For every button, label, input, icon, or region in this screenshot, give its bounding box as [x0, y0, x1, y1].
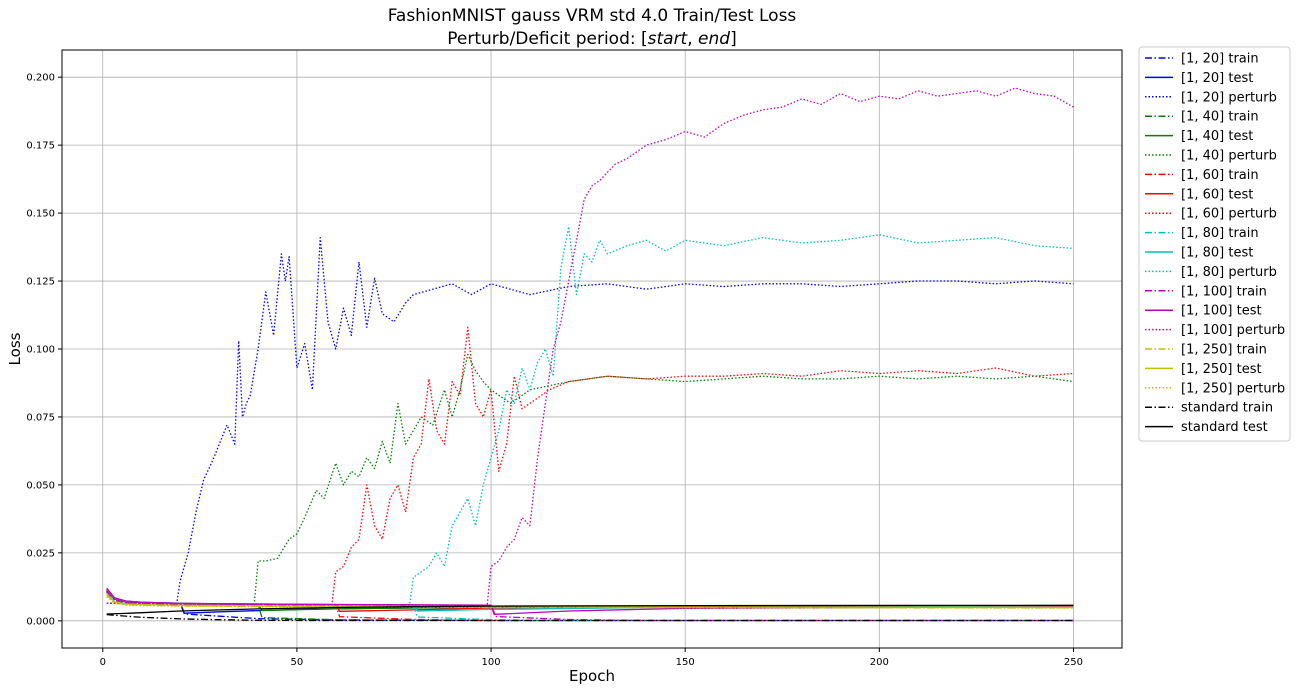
legend-label: standard train — [1181, 401, 1273, 416]
legend-label: [1, 40] train — [1181, 110, 1259, 125]
x-tick-label: 50 — [291, 657, 304, 668]
tick-layer: 0 50 100 150 200 250 0.000 0.025 0.050 0.075 0.100… — [26, 73, 1083, 668]
series-line — [106, 353, 1074, 606]
y-tick-label: 0.125 — [26, 277, 55, 288]
legend-label: [1, 20] test — [1181, 71, 1253, 86]
legend-label: [1, 100] test — [1181, 304, 1262, 319]
y-tick-label: 0.200 — [26, 73, 55, 84]
legend: [1, 20] train [1, 20] test [1, 20] perturb… — [1138, 46, 1291, 442]
legend-label: standard test — [1181, 420, 1268, 435]
legend-label: [1, 100] train — [1181, 284, 1267, 299]
y-tick-label: 0.100 — [26, 345, 55, 356]
legend-label: [1, 100] perturb — [1181, 323, 1285, 338]
y-tick-label: 0.150 — [26, 209, 55, 220]
legend-label: [1, 250] test — [1181, 362, 1262, 377]
legend-label: [1, 80] train — [1181, 226, 1259, 241]
chart-title: FashionMNIST gauss VRM std 4.0 Train/Tes… — [388, 6, 797, 26]
legend-frame — [1138, 46, 1291, 442]
series-line — [106, 236, 1074, 606]
legend-label: [1, 250] perturb — [1181, 381, 1285, 396]
y-axis-label: Loss — [6, 332, 24, 365]
chart-subtitle: Perturb/Deficit period: [start, end] — [447, 29, 736, 49]
y-tick-label: 0.025 — [26, 548, 55, 559]
y-tick-label: 0.175 — [26, 141, 55, 152]
legend-label: [1, 250] train — [1181, 343, 1267, 358]
series-line — [106, 596, 1074, 609]
legend-label: [1, 40] perturb — [1181, 149, 1277, 164]
series-line — [106, 604, 1074, 615]
legend-label: [1, 80] test — [1181, 246, 1253, 261]
y-tick-label: 0.000 — [26, 616, 55, 627]
x-tick-label: 0 — [100, 657, 106, 668]
series-line — [106, 87, 1074, 606]
grid-layer — [62, 50, 1122, 648]
series-line — [106, 587, 1074, 615]
series-line — [106, 226, 1074, 606]
series-line — [106, 326, 1074, 606]
y-tick-label: 0.075 — [26, 412, 55, 423]
y-tick-label: 0.050 — [26, 480, 55, 491]
legend-label: [1, 20] train — [1181, 52, 1259, 67]
legend-label: [1, 40] test — [1181, 129, 1253, 144]
legend-label: [1, 60] test — [1181, 187, 1253, 202]
series-line — [106, 613, 1074, 622]
series-line — [106, 593, 1074, 608]
x-tick-label: 150 — [676, 657, 695, 668]
x-tick-label: 250 — [1064, 657, 1083, 668]
x-tick-label: 200 — [870, 657, 889, 668]
legend-label: [1, 20] perturb — [1181, 90, 1277, 105]
series-layer — [106, 87, 1074, 622]
x-tick-label: 100 — [482, 657, 501, 668]
x-axis-label: Epoch — [569, 667, 615, 685]
legend-label: [1, 80] perturb — [1181, 265, 1277, 280]
legend-label: [1, 60] perturb — [1181, 207, 1277, 222]
legend-label: [1, 60] train — [1181, 168, 1259, 183]
